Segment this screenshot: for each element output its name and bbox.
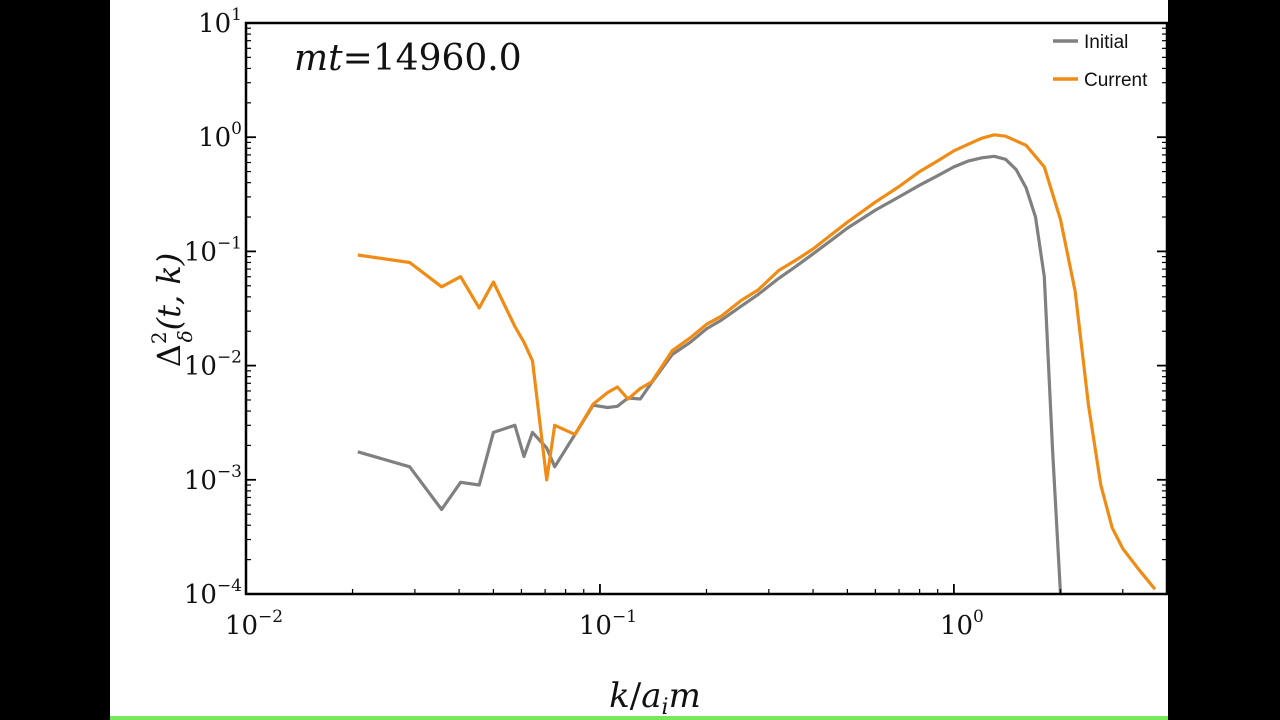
y-tick-label: 101 [198, 5, 242, 39]
y-axis-label: Δ2 δ(t, k) [147, 253, 197, 367]
xlabel-m: m [669, 676, 701, 716]
annotation-t: t [328, 38, 343, 79]
ylabel-sup: 2 [147, 331, 171, 344]
y-tick-label: 10−1 [184, 233, 242, 267]
x-axis-label: k/aim [609, 676, 701, 720]
y-tick-label: 10−3 [184, 462, 242, 496]
ylabel-delta: Δ [150, 344, 188, 367]
y-tick-label: 10−2 [184, 348, 242, 382]
plot-content [357, 133, 1157, 594]
ylabel-args: (t, k) [150, 253, 188, 331]
annotation-value: =14960.0 [343, 38, 522, 79]
legend-label-current: Current [1084, 70, 1148, 91]
xlabel-slash: / [630, 676, 642, 716]
y-tick-label: 100 [198, 119, 242, 153]
x-tick-label: 10−1 [579, 607, 637, 641]
series-line-initial [357, 154, 1063, 594]
series-line-current [357, 133, 1157, 591]
x-tick-label: 10−2 [225, 607, 283, 641]
xlabel-a: a [641, 676, 661, 716]
x-tick-label: 100 [940, 607, 984, 641]
y-tick-label: 10−4 [184, 576, 242, 610]
ticks: 10−2 10−1 100 101 100 10−1 10−2 10−3 10−4 [184, 5, 1167, 641]
legend: Initial Current [1053, 32, 1148, 91]
ylabel-sub: δ [173, 330, 197, 342]
chart-canvas: 10−2 10−1 100 101 100 10−1 10−2 10−3 10−4 mt=149… [110, 0, 1168, 720]
xlabel-i: i [662, 695, 669, 720]
time-annotation: mt=14960.0 [294, 38, 522, 79]
xlabel-k: k [609, 676, 630, 716]
legend-label-initial: Initial [1084, 32, 1128, 53]
plot-frame [244, 21, 1168, 596]
annotation-m: m [294, 38, 328, 79]
bottom-accent-line [110, 716, 1168, 720]
